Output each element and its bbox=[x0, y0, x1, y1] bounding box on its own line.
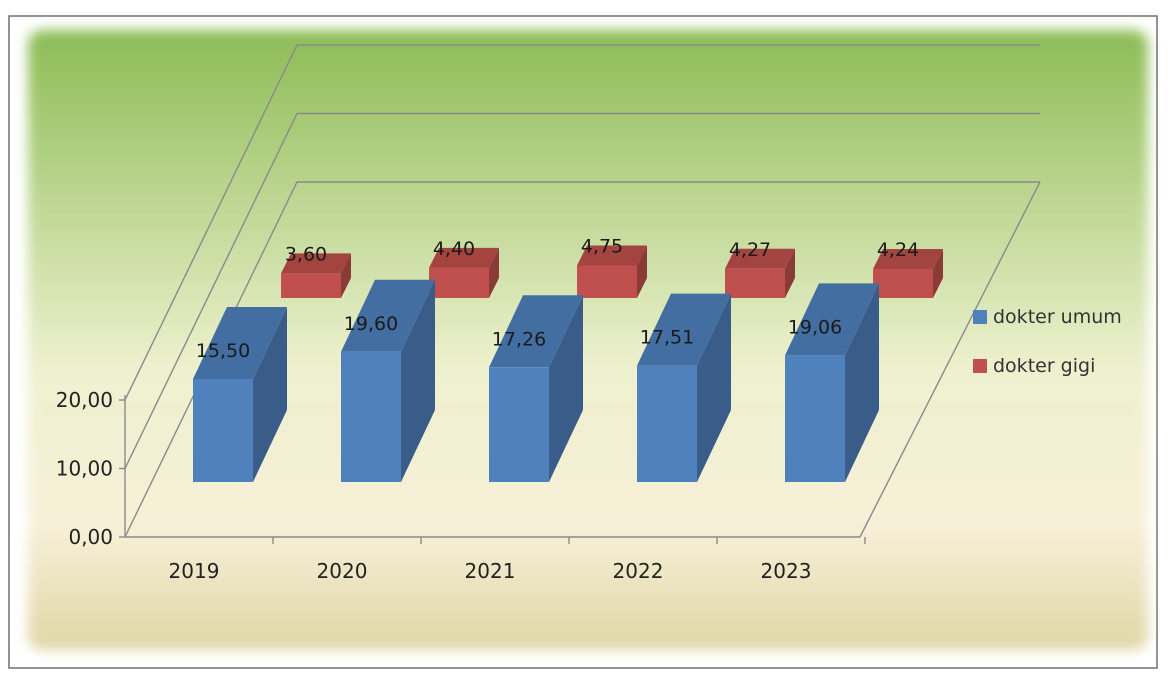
x-tick-label-2023: 2023 bbox=[761, 559, 812, 583]
bar-dokter-gigi-2020 bbox=[429, 247, 499, 298]
bar-dokter-umum-2020-top bbox=[341, 279, 435, 352]
bar-dokter-umum-2020-front bbox=[341, 351, 401, 482]
plot-background bbox=[28, 30, 1148, 650]
bar-dokter-umum-2020 bbox=[341, 279, 435, 482]
legend-swatch-dokter-umum bbox=[973, 310, 987, 324]
bar-dokter-gigi-2023-side bbox=[933, 248, 943, 298]
bar-dokter-gigi-2019-front bbox=[281, 273, 341, 298]
bar-dokter-gigi-2021-side bbox=[637, 245, 647, 298]
data-label-dokter-gigi-2019: 3,60 bbox=[285, 243, 327, 265]
bar-dokter-umum-2021-front bbox=[489, 367, 549, 482]
bar-dokter-umum-2019-side bbox=[253, 307, 287, 482]
grid-layer bbox=[124, 44, 1040, 538]
data-labels: 3,60 15,50 4,40 19,60 4,75 17,26 4,27 17,51 4,24… bbox=[196, 235, 919, 362]
bar-dokter-umum-2022 bbox=[637, 293, 731, 482]
bar-dokter-umum-2020-side bbox=[401, 279, 435, 482]
bar-dokter-umum-2022-side bbox=[697, 293, 731, 482]
x-tick-label-2019: 2019 bbox=[169, 559, 220, 583]
bar-dokter-gigi-2021 bbox=[577, 245, 647, 298]
legend-item-dokter-umum: dokter umum bbox=[973, 306, 1122, 328]
y-tick-label-0: 0,00 bbox=[68, 525, 113, 549]
gridline-0 bbox=[124, 181, 1040, 538]
bar-dokter-gigi-2023 bbox=[873, 248, 943, 298]
bar-dokter-gigi-2022-front bbox=[725, 268, 785, 298]
bar-dokter-umum-2019 bbox=[193, 307, 287, 482]
bar-dokter-umum-2023 bbox=[785, 283, 879, 482]
axis-layer: 0,00 10,00 20,00 2019 2020 2021 2022 2023 bbox=[56, 181, 1041, 583]
data-label-dokter-umum-2020: 19,60 bbox=[344, 313, 398, 335]
bar-dokter-gigi-2019-side bbox=[341, 253, 351, 298]
legend-item-dokter-gigi: dokter gigi bbox=[973, 355, 1095, 377]
bar-dokter-umum-2023-front bbox=[785, 355, 845, 482]
series-dokter-umum bbox=[193, 279, 879, 482]
data-label-dokter-umum-2022: 17,51 bbox=[640, 327, 694, 349]
bar-dokter-umum-2021-side bbox=[549, 295, 583, 482]
legend: dokter umum dokter gigi bbox=[973, 306, 1122, 377]
bar-dokter-umum-2019-front bbox=[193, 379, 253, 482]
bar-dokter-gigi-2023-top bbox=[873, 248, 943, 269]
bar-dokter-umum-2021-top bbox=[489, 295, 583, 368]
x-tick-label-2021: 2021 bbox=[465, 559, 516, 583]
data-label-dokter-umum-2023: 19,06 bbox=[788, 316, 842, 338]
data-label-dokter-umum-2021: 17,26 bbox=[492, 328, 546, 350]
bar-dokter-umum-2022-front bbox=[637, 365, 697, 482]
data-label-dokter-umum-2019: 15,50 bbox=[196, 340, 250, 362]
bar-dokter-gigi-2019-top bbox=[281, 253, 351, 274]
data-label-dokter-gigi-2020: 4,40 bbox=[433, 238, 475, 260]
legend-label-dokter-gigi: dokter gigi bbox=[993, 355, 1095, 377]
gridline-1 bbox=[124, 112, 1040, 469]
bar-dokter-gigi-2021-top bbox=[577, 245, 647, 266]
bar-dokter-gigi-2019 bbox=[281, 253, 351, 298]
bar-dokter-gigi-2022-top bbox=[725, 248, 795, 269]
bar-dokter-umum-2021 bbox=[489, 295, 583, 482]
bar-dokter-gigi-2020-top bbox=[429, 247, 499, 268]
series-dokter-gigi bbox=[281, 245, 943, 298]
bar-dokter-umum-2023-top bbox=[785, 283, 879, 356]
bar-dokter-gigi-2022-side bbox=[785, 248, 795, 298]
floor-right-edge bbox=[859, 181, 1041, 538]
bar-dokter-gigi-2021-front bbox=[577, 265, 637, 298]
bar-dokter-umum-2019-top bbox=[193, 307, 287, 379]
bar-dokter-gigi-2022 bbox=[725, 248, 795, 298]
legend-label-dokter-umum: dokter umum bbox=[993, 306, 1122, 328]
data-label-dokter-gigi-2021: 4,75 bbox=[581, 235, 623, 257]
gridline-2 bbox=[124, 44, 1040, 401]
bar-dokter-umum-2023-side bbox=[845, 283, 879, 482]
bar-dokter-gigi-2020-front bbox=[429, 267, 489, 298]
y-tick-label-1: 10,00 bbox=[56, 457, 113, 481]
y-tick-label-2: 20,00 bbox=[56, 388, 113, 412]
legend-swatch-dokter-gigi bbox=[973, 359, 987, 373]
bar-dokter-gigi-2023-front bbox=[873, 268, 933, 298]
x-tick-label-2022: 2022 bbox=[613, 559, 664, 583]
data-label-dokter-gigi-2023: 4,24 bbox=[877, 239, 919, 261]
data-label-dokter-gigi-2022: 4,27 bbox=[729, 239, 771, 261]
bar-dokter-gigi-2020-side bbox=[489, 247, 499, 298]
x-tick-label-2020: 2020 bbox=[317, 559, 368, 583]
bar-dokter-umum-2022-top bbox=[637, 293, 731, 366]
